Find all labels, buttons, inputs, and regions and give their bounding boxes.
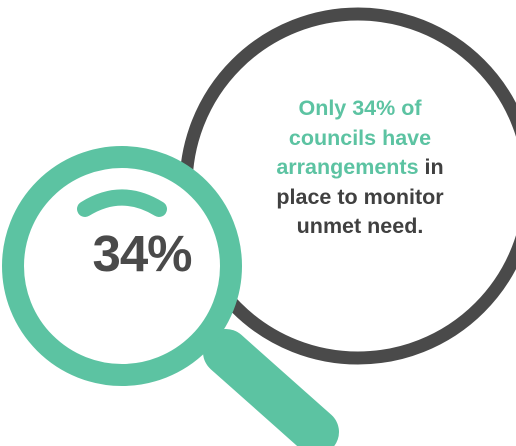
magnifier-lens xyxy=(2,146,242,386)
callout-line-5: unmet need. xyxy=(296,214,424,238)
callout-line-2: councils have xyxy=(288,125,432,150)
callout-line-4: place to monitor xyxy=(276,184,444,209)
callout-line-1: Only 34% of xyxy=(298,96,422,120)
magnifier-stat-value: 34% xyxy=(92,225,192,282)
callout-line-3-rest: in xyxy=(418,155,444,179)
magnifier-glare-arc xyxy=(77,189,167,217)
callout-line-3: arrangements in xyxy=(234,153,486,183)
callout-text: Only 34% of councils have arrangements i… xyxy=(234,94,486,242)
magnifier-handle xyxy=(203,329,339,446)
callout-highlight-word: arrangements xyxy=(276,155,419,179)
